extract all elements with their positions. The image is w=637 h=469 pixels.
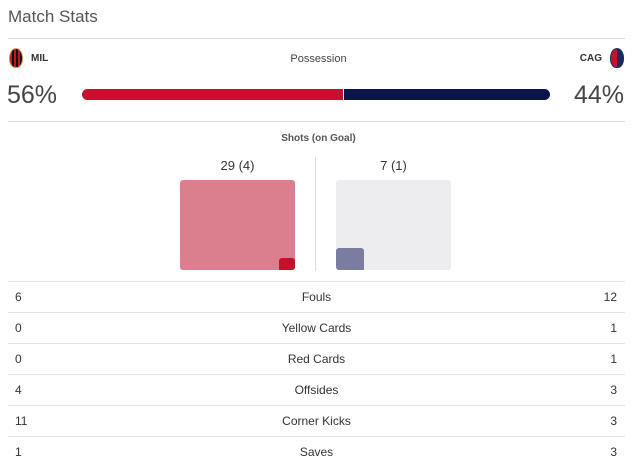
ac-milan-crest-icon (9, 48, 23, 68)
title-divider (8, 38, 625, 39)
home-team: MIL (9, 48, 48, 68)
possession-bar (82, 89, 550, 100)
stat-away-value: 1 (610, 321, 617, 335)
home-shots-box (180, 180, 295, 270)
shots-divider (315, 157, 316, 271)
home-shots-on-goal (279, 258, 295, 270)
stat-row-saves: 1 Saves 3 (8, 436, 625, 467)
stat-away-value: 3 (610, 414, 617, 428)
away-shots-value: 7 (1) (380, 158, 407, 173)
shots-label: Shots (on Goal) (281, 133, 356, 144)
possession-bar-away (344, 89, 550, 100)
away-team: CAG (580, 48, 624, 68)
stat-label: Saves (299, 445, 334, 459)
stat-home-value: 1 (15, 445, 22, 459)
cagliari-crest-icon (610, 48, 624, 68)
possession-label: Possession (290, 53, 347, 65)
stat-away-value: 3 (610, 445, 617, 459)
stat-away-value: 1 (610, 352, 617, 366)
stat-row-corner-kicks: 11 Corner Kicks 3 (8, 405, 625, 436)
stat-away-value: 12 (603, 290, 617, 304)
stat-label: Red Cards (287, 352, 346, 366)
home-team-abbr: MIL (31, 52, 49, 64)
home-possession-pct: 56% (7, 81, 58, 109)
home-shots-value: 29 (4) (220, 158, 255, 173)
stat-label: Yellow Cards (281, 321, 352, 335)
possession-divider (8, 121, 625, 122)
stat-home-value: 11 (15, 414, 28, 428)
stat-home-value: 6 (15, 290, 22, 304)
away-possession-pct: 44% (573, 81, 624, 109)
stat-row-fouls: 6 Fouls 12 (8, 281, 625, 312)
stat-label: Fouls (301, 290, 332, 304)
match-stats-title: Match Stats (8, 7, 98, 26)
stat-row-red-cards: 0 Red Cards 1 (8, 343, 625, 374)
away-shots-on-goal (336, 248, 364, 270)
possession-bar-home (82, 89, 345, 100)
stat-away-value: 3 (610, 383, 617, 397)
stat-label: Corner Kicks (282, 414, 351, 428)
stat-row-yellow-cards: 0 Yellow Cards 1 (8, 312, 625, 343)
stat-home-value: 0 (15, 321, 22, 335)
away-shots-box (336, 180, 451, 270)
away-team-abbr: CAG (579, 52, 602, 64)
stat-row-offsides: 4 Offsides 3 (8, 374, 625, 405)
stats-table: 6 Fouls 12 0 Yellow Cards 1 0 Red Cards … (8, 281, 625, 467)
stat-label: Offsides (294, 383, 339, 397)
stat-home-value: 4 (15, 383, 22, 397)
stat-home-value: 0 (15, 352, 22, 366)
